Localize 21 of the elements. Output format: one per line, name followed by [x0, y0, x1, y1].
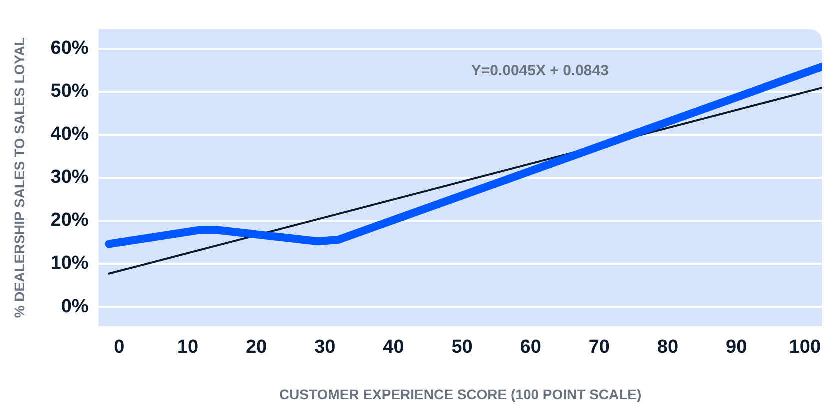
y-tick-label: 30%: [50, 167, 89, 188]
x-tick-label: 40: [383, 337, 404, 358]
y-tick-label: 50%: [50, 81, 89, 102]
x-tick-label: 60: [520, 337, 542, 358]
x-tick-label: 50: [452, 337, 473, 358]
x-tick-label: 20: [246, 337, 268, 358]
y-tick-label: 20%: [50, 210, 89, 232]
y-tick-label: 0%: [61, 296, 89, 318]
x-tick-label: 30: [314, 337, 336, 358]
y-axis-title: % DEALERSHIP SALES TO SALES LOYAL: [11, 37, 28, 318]
x-tick-label: 90: [726, 337, 748, 358]
y-tick-label: 60%: [50, 38, 89, 60]
y-tick-label: 40%: [50, 124, 89, 146]
x-tick-label: 10: [177, 337, 199, 358]
x-tick-label: 80: [657, 337, 679, 358]
annotation: Y=0.0045X + 0.0843: [471, 62, 609, 80]
x-tick-label: 70: [588, 337, 610, 358]
y-tick-label: 10%: [50, 253, 89, 274]
x-tick-label: 100: [789, 337, 821, 358]
x-axis-title: CUSTOMER EXPERIENCE SCORE (100 POINT SCALE): [279, 386, 642, 402]
x-tick-label: 0: [114, 337, 125, 358]
